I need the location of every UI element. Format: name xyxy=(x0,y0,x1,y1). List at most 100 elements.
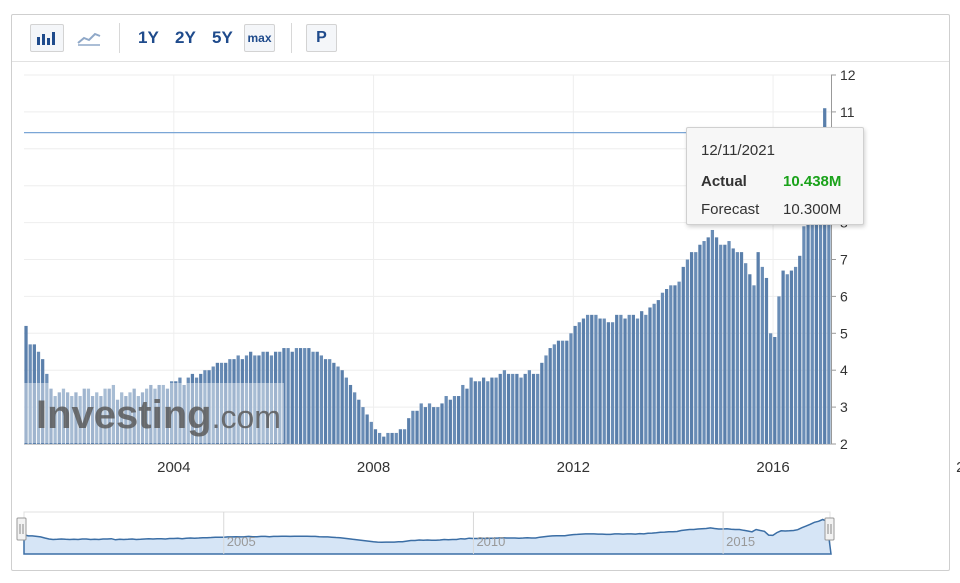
bar[interactable] xyxy=(36,351,41,444)
bar[interactable] xyxy=(581,318,586,444)
bar[interactable] xyxy=(328,359,332,444)
bar[interactable] xyxy=(461,384,465,444)
bar[interactable] xyxy=(57,392,61,444)
navigator-left-handle[interactable] xyxy=(16,517,27,541)
bar[interactable] xyxy=(45,373,49,444)
line-chart-type-button[interactable] xyxy=(72,24,106,52)
bar[interactable] xyxy=(506,373,511,444)
bar[interactable] xyxy=(78,396,82,444)
bar[interactable] xyxy=(427,403,432,444)
bar[interactable] xyxy=(282,348,286,444)
bar[interactable] xyxy=(785,274,789,444)
bar[interactable] xyxy=(827,132,831,444)
bar[interactable] xyxy=(594,314,598,444)
bar[interactable] xyxy=(244,355,249,444)
bar[interactable] xyxy=(120,392,124,444)
bar[interactable] xyxy=(806,204,810,444)
bar[interactable] xyxy=(257,355,261,444)
preliminary-button[interactable]: P xyxy=(306,24,337,52)
bar[interactable] xyxy=(689,252,694,444)
bar[interactable] xyxy=(128,392,132,444)
bar[interactable] xyxy=(548,348,552,444)
navigator-right-handle[interactable] xyxy=(824,517,835,541)
bar[interactable] xyxy=(777,296,781,444)
bar[interactable] xyxy=(648,307,652,444)
bar[interactable] xyxy=(390,432,394,444)
bar[interactable] xyxy=(49,388,53,444)
bar[interactable] xyxy=(353,392,357,444)
bar[interactable] xyxy=(698,244,702,444)
bar[interactable] xyxy=(465,388,469,444)
bar[interactable] xyxy=(269,355,274,444)
bar[interactable] xyxy=(818,134,823,445)
bar[interactable] xyxy=(798,255,802,444)
bar[interactable] xyxy=(660,292,665,444)
bar[interactable] xyxy=(606,322,611,444)
bar[interactable] xyxy=(286,348,290,444)
bar[interactable] xyxy=(174,381,178,444)
bar[interactable] xyxy=(82,388,86,444)
bar[interactable] xyxy=(498,373,502,444)
range-1y-button[interactable]: 1Y xyxy=(138,28,159,47)
bar[interactable] xyxy=(631,314,635,444)
bar[interactable] xyxy=(157,384,161,444)
bar[interactable] xyxy=(145,388,149,444)
bar[interactable] xyxy=(344,377,348,444)
bar[interactable] xyxy=(760,266,764,444)
bar[interactable] xyxy=(236,355,240,444)
bar[interactable] xyxy=(215,362,220,444)
bar[interactable] xyxy=(685,259,690,445)
bar[interactable] xyxy=(644,314,648,444)
bar[interactable] xyxy=(361,407,365,444)
bar[interactable] xyxy=(511,373,515,444)
bar[interactable] xyxy=(207,370,211,444)
bar[interactable] xyxy=(710,229,715,444)
bar[interactable] xyxy=(307,348,311,444)
bar[interactable] xyxy=(723,244,727,444)
bar[interactable] xyxy=(24,325,28,444)
range-max-button[interactable]: max xyxy=(244,24,275,52)
bar[interactable] xyxy=(810,178,814,444)
bar[interactable] xyxy=(585,314,590,444)
bar[interactable] xyxy=(382,436,386,444)
bar[interactable] xyxy=(199,373,203,444)
bar[interactable] xyxy=(41,359,45,444)
bar[interactable] xyxy=(377,432,382,444)
bar[interactable] xyxy=(577,322,581,444)
bar[interactable] xyxy=(107,388,111,444)
bar[interactable] xyxy=(573,325,577,444)
bar[interactable] xyxy=(74,392,78,444)
bar[interactable] xyxy=(182,384,186,444)
bar[interactable] xyxy=(469,377,473,444)
bar[interactable] xyxy=(694,252,698,444)
bar[interactable] xyxy=(702,241,706,444)
bar[interactable] xyxy=(681,266,685,444)
bar[interactable] xyxy=(665,289,669,444)
bar[interactable] xyxy=(656,300,660,444)
bar[interactable] xyxy=(481,377,486,444)
bar[interactable] xyxy=(357,399,361,444)
bar[interactable] xyxy=(161,384,165,444)
bar[interactable] xyxy=(748,274,752,444)
bar[interactable] xyxy=(340,370,344,444)
bar[interactable] xyxy=(735,252,739,444)
bar[interactable] xyxy=(590,314,594,444)
bar[interactable] xyxy=(323,359,328,444)
bar[interactable] xyxy=(165,388,170,444)
bar[interactable] xyxy=(756,252,760,444)
bar[interactable] xyxy=(739,252,744,444)
bar[interactable] xyxy=(652,303,656,444)
bar[interactable] xyxy=(140,392,145,444)
bar[interactable] xyxy=(365,414,369,444)
bar[interactable] xyxy=(298,348,303,444)
bar[interactable] xyxy=(627,314,631,444)
bar[interactable] xyxy=(802,226,806,444)
bar[interactable] xyxy=(677,281,681,444)
bar[interactable] xyxy=(444,396,448,444)
bar[interactable] xyxy=(53,396,57,444)
bar[interactable] xyxy=(515,373,519,444)
bar[interactable] xyxy=(103,388,107,444)
bar[interactable] xyxy=(615,314,619,444)
bar[interactable] xyxy=(565,340,569,444)
bar[interactable] xyxy=(457,396,461,444)
